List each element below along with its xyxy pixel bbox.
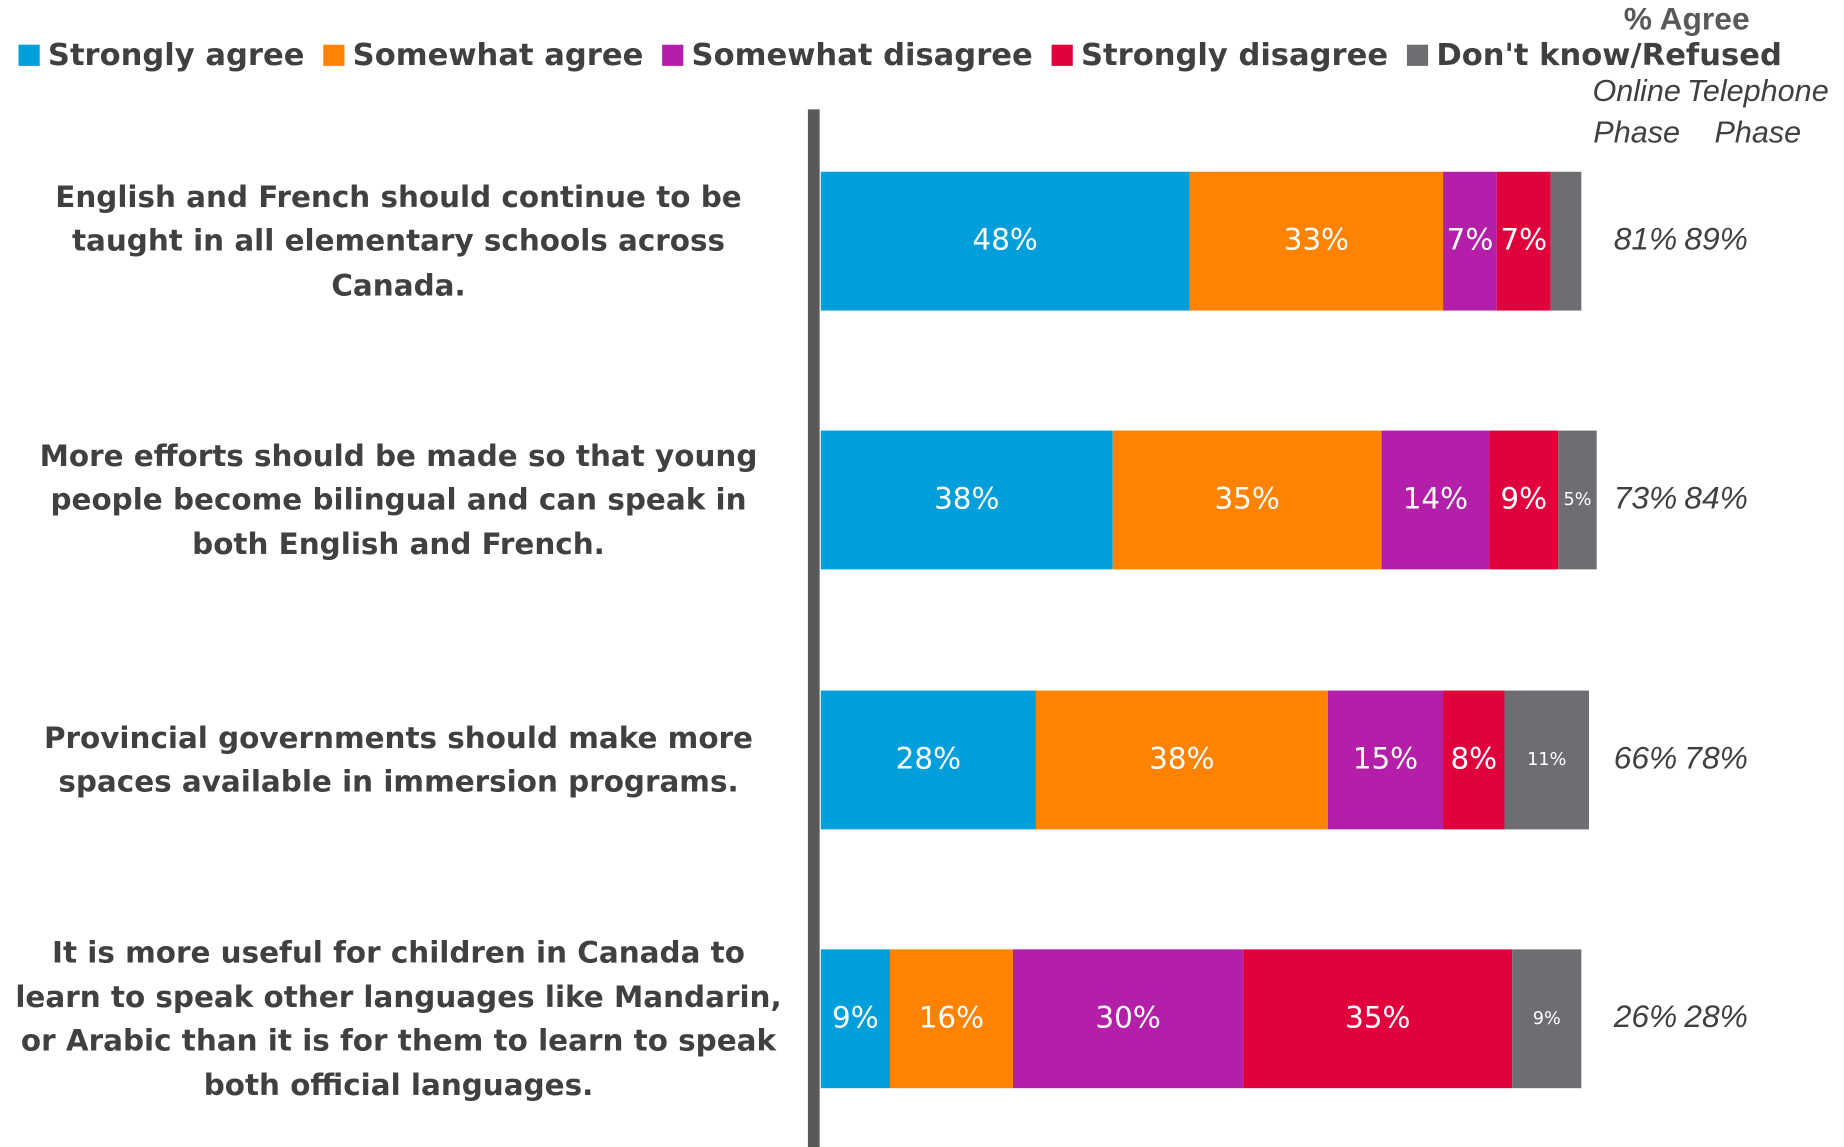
bar-segment xyxy=(820,171,1190,311)
legend-label: Strongly agree xyxy=(48,38,305,73)
telephone-agree: 89% xyxy=(1684,221,1748,257)
bar-segment xyxy=(1443,690,1505,830)
bar-segment xyxy=(1504,690,1590,830)
telephone-agree: 78% xyxy=(1684,739,1748,775)
bar-segment xyxy=(1327,690,1444,830)
legend-swatch xyxy=(18,44,40,66)
legend-label: Strongly disagree xyxy=(1081,38,1388,73)
bar-segment xyxy=(1189,171,1444,311)
legend-swatch xyxy=(323,44,345,66)
data-label: 28% xyxy=(896,741,961,775)
bar-segment xyxy=(1496,171,1551,311)
data-label: 35% xyxy=(1345,1000,1410,1034)
legend-swatch xyxy=(662,44,684,66)
online-agree: 26% xyxy=(1613,998,1678,1034)
category-label: English and French should continue to be… xyxy=(55,179,742,303)
data-label: 38% xyxy=(1149,741,1214,775)
data-label: 9% xyxy=(832,1000,879,1034)
data-label: 9% xyxy=(1500,481,1547,515)
bar-segment xyxy=(889,949,1013,1089)
bar-segment xyxy=(1035,690,1328,830)
data-label: 48% xyxy=(973,223,1038,257)
category-box: More efforts should be made so that youn… xyxy=(39,438,758,561)
legend-label: Somewhat disagree xyxy=(692,38,1033,73)
telephone-header-box: Telephone Phase xyxy=(1686,72,1829,150)
online-agree: 81% xyxy=(1614,221,1678,257)
data-label: 14% xyxy=(1403,481,1468,515)
bar-segment xyxy=(820,949,890,1089)
bar-segment xyxy=(1558,430,1597,570)
data-label: 7% xyxy=(1447,223,1494,257)
data-label: 5% xyxy=(1564,490,1592,510)
category-box: English and French should continue to be… xyxy=(55,179,742,303)
data-label: 30% xyxy=(1095,1000,1160,1034)
online-agree: 73% xyxy=(1614,479,1678,515)
data-label: 8% xyxy=(1450,741,1497,775)
legend-swatch xyxy=(1406,44,1429,66)
bar-segment xyxy=(1112,430,1382,570)
bar-segment xyxy=(1489,430,1559,570)
category-box: It is more useful for children in Canada… xyxy=(15,935,782,1102)
legend-label: Somewhat agree xyxy=(353,38,644,73)
agree-header: % Agree xyxy=(1624,1,1750,37)
data-label: 38% xyxy=(934,481,999,515)
bar-segment xyxy=(820,430,1113,570)
category-label: More efforts should be made so that youn… xyxy=(39,438,758,561)
bar-segment xyxy=(1443,171,1497,311)
data-label: 33% xyxy=(1284,223,1349,257)
data-label: 15% xyxy=(1353,741,1418,775)
online-header-box: Online Phase xyxy=(1592,72,1681,150)
data-label: 9% xyxy=(1533,1009,1561,1029)
bar-segment xyxy=(1381,430,1490,570)
data-label: 11% xyxy=(1527,750,1566,770)
telephone-agree: 28% xyxy=(1683,998,1748,1034)
category-box: Provincial governments should make more … xyxy=(43,720,754,799)
online-agree: 66% xyxy=(1614,739,1678,775)
data-label: 35% xyxy=(1214,481,1279,515)
legend-label: Don't know/Refused xyxy=(1436,38,1782,73)
telephone-header: Telephone Phase xyxy=(1686,72,1829,150)
bar-segment xyxy=(1243,949,1513,1089)
bar-segment xyxy=(1512,949,1582,1089)
data-label: 7% xyxy=(1500,223,1547,257)
data-label: 16% xyxy=(919,1000,984,1034)
online-header: Online Phase xyxy=(1592,72,1681,150)
category-label: It is more useful for children in Canada… xyxy=(15,935,782,1102)
legend-swatch xyxy=(1051,44,1073,66)
category-label: Provincial governments should make more … xyxy=(43,720,754,799)
bar-segment xyxy=(1550,171,1582,311)
telephone-agree: 84% xyxy=(1684,479,1748,515)
bar-segment xyxy=(820,690,1036,830)
bar-segment xyxy=(1012,949,1244,1089)
